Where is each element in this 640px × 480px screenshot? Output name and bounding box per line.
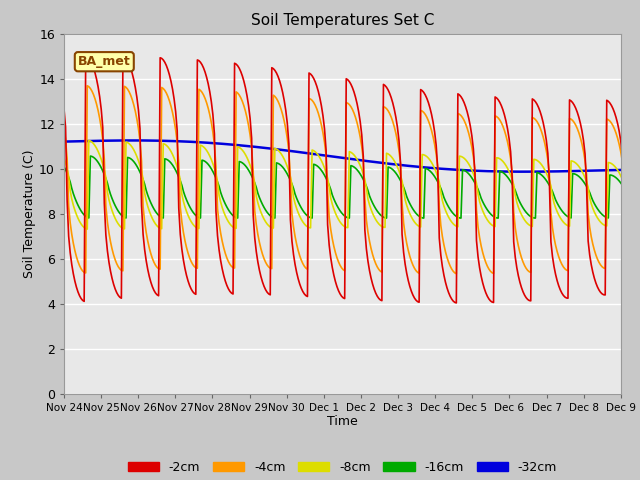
-8cm	[575, 164, 582, 169]
-2cm	[80, 299, 88, 304]
-2cm	[575, 114, 582, 120]
Line: -2cm: -2cm	[64, 56, 640, 303]
-2cm	[486, 298, 494, 304]
Y-axis label: Soil Temperature (C): Soil Temperature (C)	[23, 149, 36, 278]
-32cm	[60, 139, 68, 144]
-4cm	[575, 130, 582, 135]
-8cm	[102, 175, 109, 180]
-2cm	[367, 275, 375, 281]
-8cm	[486, 221, 494, 227]
Title: Soil Temperatures Set C: Soil Temperatures Set C	[251, 13, 434, 28]
-4cm	[83, 83, 91, 89]
-16cm	[100, 172, 108, 178]
Line: -8cm: -8cm	[64, 141, 640, 229]
-4cm	[452, 271, 460, 276]
-2cm	[100, 200, 108, 206]
-4cm	[80, 269, 88, 275]
Line: -32cm: -32cm	[64, 141, 640, 172]
-4cm	[486, 268, 494, 274]
-8cm	[369, 210, 376, 216]
-32cm	[521, 169, 529, 175]
-4cm	[100, 156, 108, 162]
-4cm	[60, 124, 68, 130]
-32cm	[130, 138, 138, 144]
Line: -16cm: -16cm	[64, 156, 640, 218]
-32cm	[575, 168, 582, 174]
-2cm	[60, 106, 68, 112]
-16cm	[367, 197, 375, 203]
-8cm	[80, 225, 88, 230]
-4cm	[367, 246, 375, 252]
-32cm	[485, 168, 493, 174]
-32cm	[99, 138, 107, 144]
-8cm	[83, 226, 91, 232]
-32cm	[367, 159, 375, 165]
Text: BA_met: BA_met	[78, 55, 131, 68]
-8cm	[60, 155, 68, 161]
Line: -4cm: -4cm	[64, 86, 640, 274]
Legend: -2cm, -4cm, -8cm, -16cm, -32cm: -2cm, -4cm, -8cm, -16cm, -32cm	[123, 456, 562, 479]
-16cm	[86, 153, 94, 159]
-2cm	[82, 53, 90, 59]
-16cm	[532, 215, 540, 221]
X-axis label: Time: Time	[327, 415, 358, 429]
-16cm	[485, 209, 493, 215]
-8cm	[85, 138, 93, 144]
-2cm	[452, 300, 460, 306]
-32cm	[80, 138, 88, 144]
-16cm	[575, 174, 582, 180]
-16cm	[80, 212, 88, 218]
-16cm	[60, 164, 68, 169]
